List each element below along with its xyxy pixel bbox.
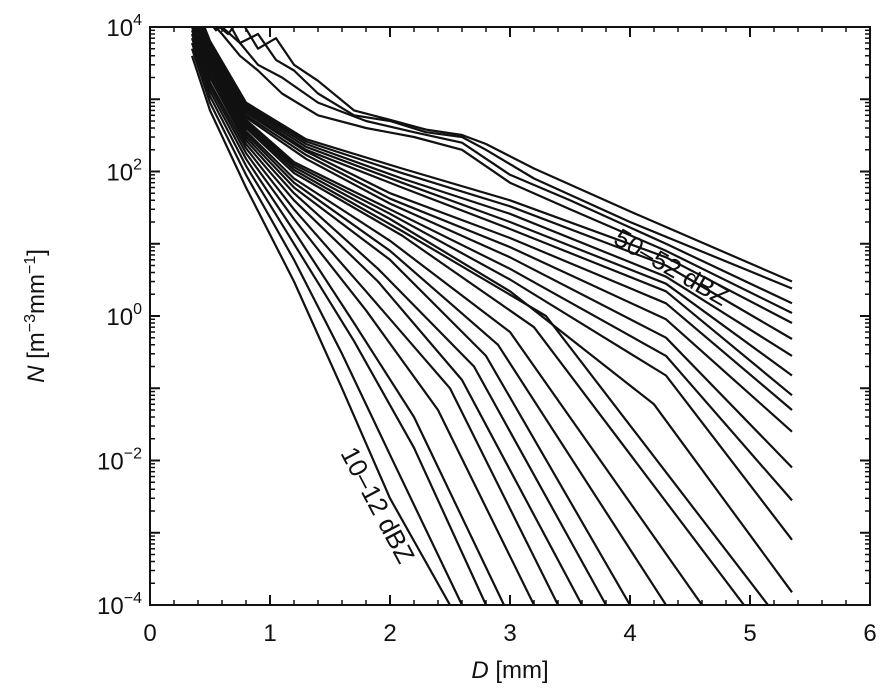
series-group — [190, 27, 793, 605]
x-axis-label: D [mm] — [471, 657, 548, 684]
x-tick-label: 4 — [623, 620, 636, 647]
y-tick-label: 100 — [106, 301, 142, 331]
series-line-8 — [191, 27, 607, 605]
x-tick-label: 3 — [503, 620, 516, 647]
series-line-27 — [212, 27, 793, 290]
series-line-3 — [190, 42, 488, 605]
y-tick-labels: 10−4 10−2 100 102 104 — [97, 12, 142, 620]
series-line-10 — [193, 27, 667, 605]
x-tick-label: 5 — [743, 620, 756, 647]
series-line-5 — [190, 33, 535, 605]
series-line-20 — [200, 27, 793, 397]
series-line-1 — [190, 55, 451, 605]
series-line-16 — [198, 27, 793, 502]
y-tick-label: 104 — [106, 12, 142, 42]
series-line-2 — [190, 48, 463, 605]
series-line-22 — [202, 27, 793, 357]
y-tick-label: 10−4 — [97, 590, 142, 620]
y-tick-label: 102 — [106, 157, 142, 187]
axis-major-ticks — [149, 26, 871, 606]
series-line-24 — [203, 27, 793, 324]
series-line-28 — [217, 27, 793, 283]
y-tick-label: 10−2 — [97, 446, 142, 476]
x-tick-labels: 0 1 2 3 4 5 6 — [143, 620, 876, 647]
series-line-6 — [190, 29, 559, 605]
x-tick-label: 1 — [263, 620, 276, 647]
annotation-bottom: 10–12 dBZ — [335, 442, 421, 569]
x-tick-label: 6 — [863, 620, 876, 647]
series-line-11 — [194, 27, 703, 605]
series-line-12 — [195, 27, 745, 605]
x-tick-label: 2 — [383, 620, 396, 647]
series-line-4 — [190, 37, 505, 605]
series-line-7 — [190, 27, 583, 605]
y-axis-label: N [m−3mm−1] — [22, 249, 50, 383]
x-tick-label: 0 — [143, 620, 156, 647]
series-line-26 — [220, 27, 793, 305]
series-line-9 — [192, 27, 631, 605]
series-line-25 — [214, 27, 793, 314]
